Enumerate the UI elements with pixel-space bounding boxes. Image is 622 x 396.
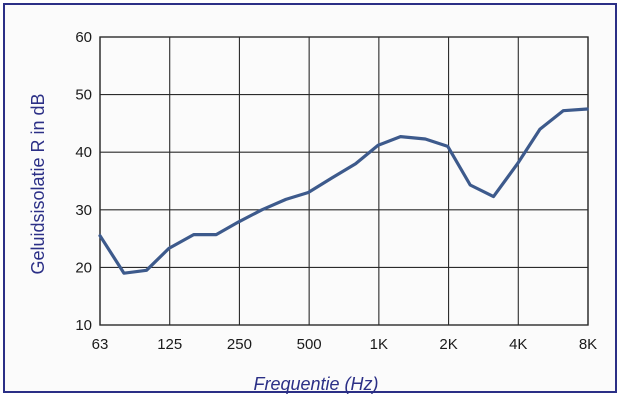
y-tick-label-2: 30	[75, 202, 92, 219]
plot-border	[99, 36, 589, 326]
y-tick-label-3: 40	[75, 144, 92, 161]
y-tick-label-5: 60	[75, 29, 92, 46]
series-group	[98, 107, 589, 275]
x-tick-label-3: 500	[297, 336, 322, 353]
x-tick-label-7: 8K	[579, 336, 597, 353]
grid	[99, 36, 589, 326]
x-axis-label: Frequentie (Hz)	[253, 374, 378, 394]
x-tick-label-6: 4K	[509, 336, 527, 353]
y-tick-label-0: 10	[75, 317, 92, 334]
x-tick-label-0: 63	[92, 336, 109, 353]
chart-frame	[3, 3, 617, 393]
y-tick-label-1: 20	[75, 259, 92, 276]
y-axis-label: Geluidsisolatie R in dB	[28, 93, 48, 274]
y-tick-labels: 10 20 30 40 50 60	[75, 29, 92, 334]
x-tick-labels: 63 125 250 500 1K 2K 4K 8K	[92, 336, 598, 353]
x-tick-label-2: 250	[227, 336, 252, 353]
x-tick-label-5: 2K	[439, 336, 457, 353]
y-tick-label-4: 50	[75, 87, 92, 104]
series-line-0	[98, 107, 589, 275]
x-tick-label-1: 125	[157, 336, 182, 353]
x-tick-label-4: 1K	[370, 336, 388, 353]
